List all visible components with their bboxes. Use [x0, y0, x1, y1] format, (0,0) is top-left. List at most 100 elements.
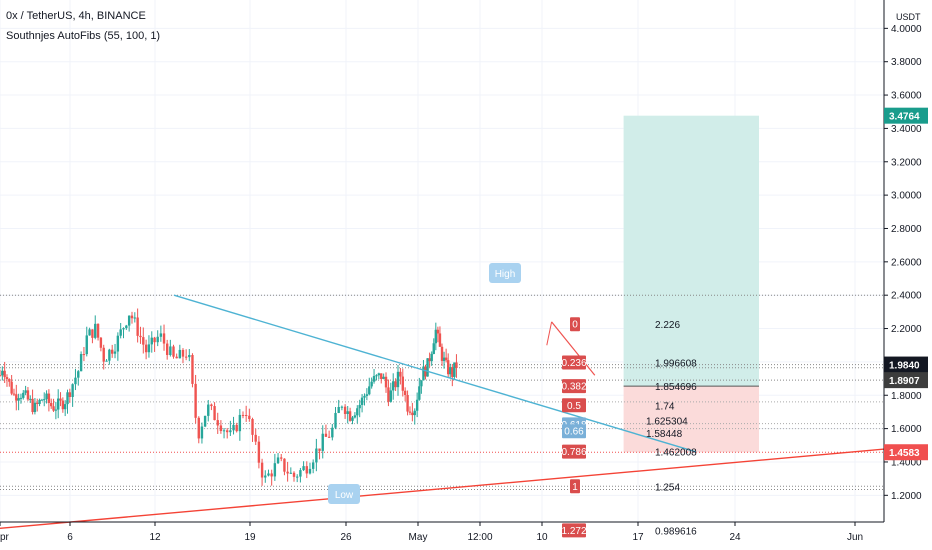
candle-body [264, 475, 267, 478]
time-tick-label: 17 [632, 532, 644, 543]
candle-body [102, 347, 105, 362]
candle-body [181, 349, 185, 357]
candle-body [408, 411, 412, 413]
candle-body [432, 343, 435, 354]
pivot-label-box [489, 263, 521, 283]
candle-body [130, 315, 134, 319]
price-tick-label: 2.2000 [891, 324, 922, 335]
candle-body [3, 370, 6, 378]
fib-badge [562, 424, 586, 439]
candle-body [125, 325, 128, 329]
price-tick-label: 1.2000 [891, 491, 922, 502]
fib-ratio-label: 0.236 [561, 358, 586, 369]
candle-body [360, 397, 364, 405]
candle-body [50, 403, 53, 407]
fib-ratio-label: 1 [572, 482, 578, 493]
candle-body [12, 393, 16, 395]
candle-body [33, 402, 37, 413]
candle-body [29, 398, 32, 400]
candle-body [210, 404, 213, 407]
candle-body [226, 430, 229, 433]
indicator-legend: Southnjes AutoFibs (55, 100, 1) [6, 30, 161, 42]
candle-body [88, 329, 91, 336]
candle-body [45, 393, 48, 400]
profit-zone [623, 115, 759, 387]
candle-body [169, 346, 172, 355]
candle-body [440, 346, 444, 361]
price-tick-label: 3.4000 [891, 124, 922, 135]
candle-body [449, 367, 452, 375]
candle-body [358, 404, 361, 409]
candle-body [110, 349, 114, 354]
candle-body [194, 383, 197, 418]
candle-body [85, 335, 88, 355]
price-axis-label-text: 1.9840 [889, 361, 920, 372]
candle-body [392, 381, 395, 391]
candle-body [394, 381, 397, 388]
candle-body [122, 328, 125, 330]
fib-price-label: 0.989616 [655, 526, 697, 537]
candle-body [370, 381, 373, 387]
time-tick-label: 26 [340, 532, 352, 543]
fib-ratio-label: 0.382 [561, 382, 586, 393]
candle-body [324, 433, 328, 437]
candle-body [311, 462, 315, 469]
fib-price-label: 1.58448 [646, 429, 683, 440]
candle-body [399, 371, 402, 377]
candle-body [401, 376, 404, 391]
candle-body [260, 462, 264, 478]
candle-body [428, 358, 431, 362]
candle-body [438, 333, 442, 347]
candle-body [172, 346, 175, 357]
candle-body [144, 344, 148, 353]
candle-body [411, 412, 414, 416]
candle-body [200, 426, 204, 439]
price-tick-label: 1.4000 [891, 457, 922, 468]
candle-body [56, 398, 60, 410]
candle-body [413, 410, 416, 416]
candle-body [96, 323, 100, 338]
fib-price-label: 1.254 [655, 482, 680, 493]
candle-body [156, 336, 159, 343]
candle-body [207, 404, 210, 416]
price-tick-label: 1.8000 [891, 391, 922, 402]
candle-body [406, 394, 409, 412]
candle-body [315, 448, 318, 463]
candle-body [356, 408, 359, 416]
price-axis-label-text: 1.8907 [889, 376, 920, 387]
candle-body [68, 392, 72, 397]
candle-body [396, 371, 400, 388]
candle-body [415, 399, 419, 411]
candle-body [139, 335, 142, 338]
fib-price-label: 1.996608 [655, 358, 697, 369]
candle-body [337, 406, 340, 413]
price-tick-label: 3.6000 [891, 91, 922, 102]
candle-body [40, 399, 44, 401]
candle-body [346, 411, 349, 414]
candle-body [10, 381, 13, 394]
candle-body [61, 400, 65, 410]
candle-body [292, 472, 296, 477]
candle-body [191, 354, 194, 384]
candle-body [232, 424, 235, 431]
candle-body [343, 406, 347, 414]
candle-body [420, 380, 423, 387]
pullback-line [546, 321, 553, 346]
fib-price-label: 1.854696 [655, 382, 697, 393]
candle-body [251, 419, 254, 435]
fib-badge [562, 379, 586, 394]
candle-body [351, 417, 354, 421]
candle-body [377, 373, 381, 376]
candle-body [54, 409, 58, 411]
candle-body [244, 415, 248, 417]
fib-price-label: 1.74 [655, 401, 675, 412]
candle-body [127, 315, 131, 326]
candle-body [299, 470, 302, 477]
fib-ratio-label: 0.66 [564, 427, 584, 438]
price-axis-label-text: 1.4583 [889, 448, 920, 459]
candle-body [248, 415, 251, 420]
candle-body [8, 379, 11, 382]
time-tick-label: Jun [847, 532, 863, 543]
fib-badge [570, 479, 580, 494]
